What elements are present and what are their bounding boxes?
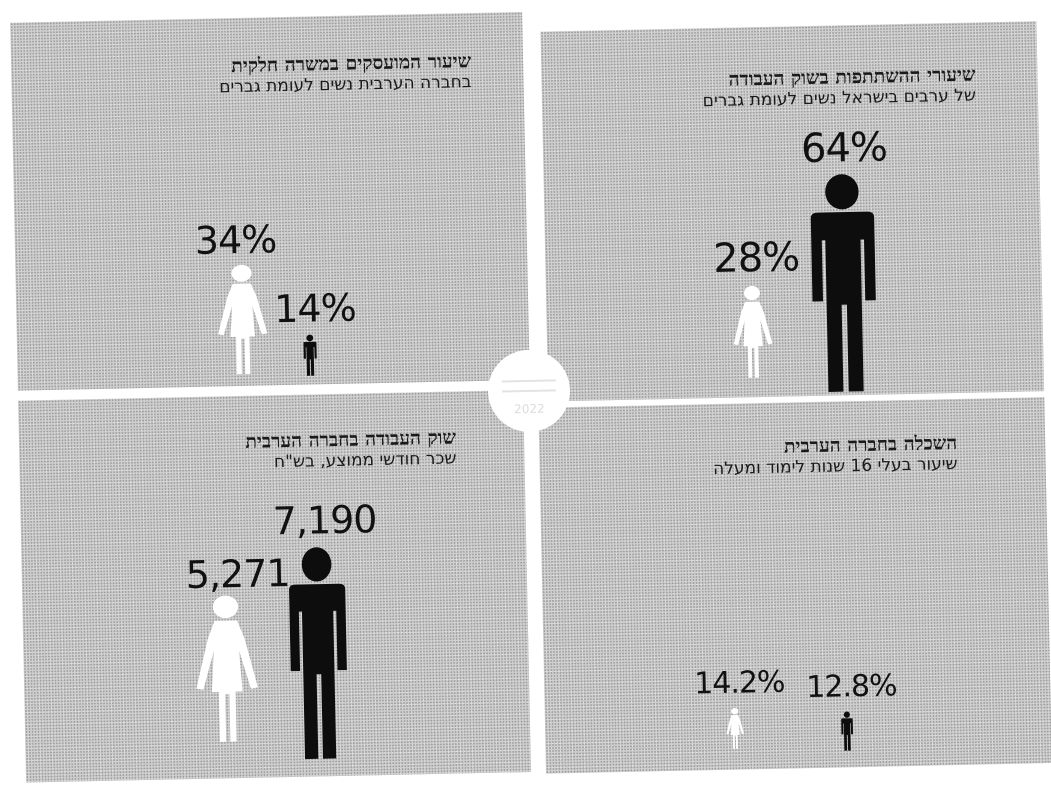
figure-body (218, 283, 268, 375)
women-value-label: 34% (194, 217, 277, 263)
panel-part-time: שיעור המועסקים במשרה חלקית בחברה הערבית … (10, 11, 530, 391)
figure-head (731, 708, 739, 715)
figure-head (744, 286, 760, 301)
women-value-label: 28% (712, 234, 800, 283)
woman-figure-icon (218, 264, 268, 375)
panel-participation: שיעורי ההשתתפות בשוק העבודה של ערבים ביש… (540, 21, 1045, 402)
panel-subtitle: בחברה הערבית נשים לעומת גברים (219, 72, 472, 98)
panel-subtitle: שכר חודשי ממוצע, בש"ח (273, 448, 457, 473)
women-value-label: 14.2% (693, 664, 785, 702)
panel-subtitle: שיעור בעלי 16 שנות לימוד ומעלה (712, 453, 958, 480)
man-figure-icon (810, 174, 876, 392)
panel-title: השכלה בחברה הערבית (783, 431, 958, 458)
figure-head (306, 334, 314, 342)
women-value-label: 5,271 (185, 550, 291, 598)
panel-subtitle: של ערבים בישראל נשים לעומת גברים (702, 85, 977, 112)
badge-year: 2022 (513, 401, 545, 417)
men-value-label: 12.8% (805, 668, 897, 706)
figure-head (231, 264, 252, 282)
man-figure-icon (841, 711, 854, 751)
man-figure-icon (303, 334, 317, 376)
woman-figure-icon (733, 286, 773, 378)
figure-body (726, 714, 745, 750)
figure-body (733, 301, 773, 378)
figure-body (810, 211, 876, 392)
figure-body (841, 718, 854, 751)
figure-head (301, 547, 332, 582)
men-value-label: 7,190 (272, 497, 377, 544)
woman-figure-icon (196, 595, 258, 742)
figure-body (303, 341, 317, 376)
figure-body (196, 620, 258, 742)
figure-body (289, 583, 347, 760)
man-figure-icon (289, 547, 347, 760)
figure-head (843, 711, 850, 718)
men-value-label: 14% (273, 285, 357, 332)
men-value-label: 64% (800, 124, 888, 173)
figure-head (825, 174, 859, 210)
woman-figure-icon (726, 708, 745, 750)
figure-head (212, 595, 239, 619)
panel-education: השכלה בחברה הערבית שיעור בעלי 16 שנות לי… (538, 397, 1051, 774)
panel-salary: שוק העבודה בחברה הערבית שכר חודשי ממוצע,… (18, 390, 531, 783)
